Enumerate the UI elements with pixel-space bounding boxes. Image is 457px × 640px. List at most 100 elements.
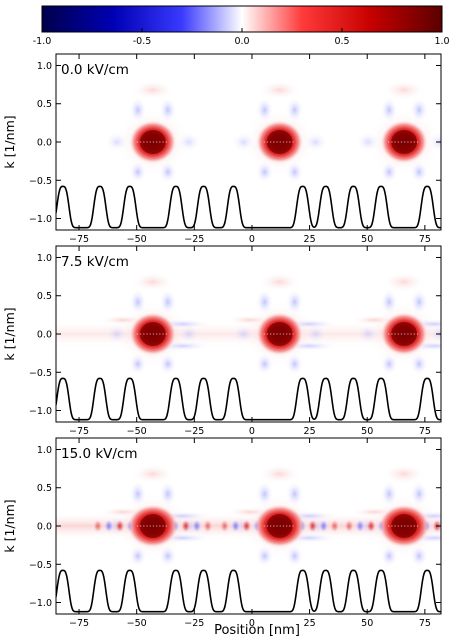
wigner-lobe [255, 97, 274, 123]
panel-field-label: 0.0 kV/cm [61, 62, 129, 78]
wigner-lobe [158, 481, 177, 507]
x-tick-label: 0 [249, 426, 255, 437]
y-tick-label: 0.5 [37, 99, 52, 110]
x-tick-label: −75 [69, 234, 89, 245]
panel-field-label: 15.0 kV/cm [61, 446, 138, 462]
y-tick-label: −1.0 [29, 406, 52, 417]
x-tick-label: 75 [419, 234, 431, 245]
colorbar: -1.0 -0.5 0.0 0.5 1.0 [33, 5, 450, 47]
potential-profile [56, 185, 441, 229]
wigner-lobe [255, 353, 274, 375]
wigner-spot [318, 519, 329, 533]
colorbar-tick-label: 1.0 [434, 36, 449, 47]
potential-profile [56, 377, 441, 421]
wigner-spot [307, 519, 318, 533]
wigner-lobe [104, 132, 129, 152]
panel-2: −75 −50 −25 0 25 50 75 −1.0 −0.5 0.0 0.5 1.0 7.5 kV/… [2, 245, 442, 437]
wigner-lobe [285, 481, 304, 507]
wigner-lobe [158, 353, 177, 375]
wigner-lobe [231, 324, 256, 344]
wigner-lobe [130, 272, 175, 292]
wigner-heatmap [56, 80, 441, 229]
wigner-lobe [285, 289, 304, 315]
wigner-spot [191, 519, 202, 533]
wigner-heatmap [56, 272, 441, 421]
wigner-lobe [130, 464, 175, 484]
wigner-lobe [285, 97, 304, 123]
wigner-lobe [380, 289, 399, 315]
wigner-lobe [428, 324, 441, 344]
wigner-lobe [380, 97, 399, 123]
wigner-lobe [176, 132, 201, 152]
wigner-lobe [285, 545, 304, 567]
wigner-lobe [255, 161, 274, 183]
y-axis-label: k [1/nm] [2, 307, 17, 360]
wigner-lobe [410, 545, 429, 567]
wigner-lobe [128, 353, 147, 375]
wigner-lobe [410, 353, 429, 375]
y-tick-label: −0.5 [29, 368, 52, 379]
x-tick-label: 50 [361, 618, 373, 629]
wigner-spot [103, 519, 114, 533]
colorbar-ticks: -1.0 -0.5 0.0 0.5 1.0 [33, 28, 450, 47]
x-tick-label: −50 [127, 618, 147, 629]
wigner-lobe [257, 80, 302, 100]
wigner-lobe [158, 97, 177, 123]
x-tick-label: −75 [69, 618, 89, 629]
x-tick-label: −25 [184, 618, 204, 629]
wigner-spot [219, 519, 230, 533]
wigner-lobe [158, 545, 177, 567]
y-tick-label: 0.5 [37, 291, 52, 302]
wigner-lobe [257, 272, 302, 292]
wigner-lobe [158, 289, 177, 315]
x-tick-label: 25 [304, 426, 316, 437]
wigner-lobe [231, 132, 256, 152]
y-tick-label: 1.0 [37, 61, 52, 72]
wigner-lobe [285, 161, 304, 183]
y-tick-label: 0.0 [37, 330, 52, 341]
wigner-lobe [382, 80, 427, 100]
y-tick-label: 1.0 [37, 445, 52, 456]
x-tick-label: 50 [361, 234, 373, 245]
x-tick-label: −50 [127, 234, 147, 245]
wigner-spot [114, 519, 125, 533]
wigner-spot [92, 519, 103, 533]
wigner-lobe [380, 353, 399, 375]
wigner-lobe [380, 161, 399, 183]
wigner-lobe [130, 80, 175, 100]
y-tick-label: 0.0 [37, 522, 52, 533]
x-tick-label: −50 [127, 426, 147, 437]
y-axis-label: k [1/nm] [2, 499, 17, 552]
wigner-spot [344, 519, 355, 533]
wigner-lobe [303, 132, 328, 152]
panel-3: −75 −50 −25 0 25 50 75 −1.0 −0.5 0.0 0.5 1.0 15.0 kV… [2, 437, 442, 629]
y-tick-label: −1.0 [29, 598, 52, 609]
x-tick-label: 0 [249, 234, 255, 245]
x-tick-label: 25 [304, 234, 316, 245]
wigner-lobe [428, 132, 441, 152]
wigner-spot [180, 519, 191, 533]
y-tick-label: 0.0 [37, 138, 52, 149]
colorbar-gradient [41, 5, 443, 33]
x-axis-label: Position [nm] [214, 623, 300, 638]
wigner-lobe [255, 289, 274, 315]
wigner-spot [355, 519, 366, 533]
x-tick-label: 75 [419, 618, 431, 629]
wigner-lobe [128, 97, 147, 123]
y-tick-label: 0.5 [37, 483, 52, 494]
colorbar-tick-label: 0.5 [334, 36, 349, 47]
heatmap-panels: −75 −50 −25 0 25 50 75 −1.0 −0.5 0.0 0.5 1.0 0.0 kV/… [2, 53, 442, 629]
wigner-lobe [380, 481, 399, 507]
wigner-lobe [257, 464, 302, 484]
panel-field-label: 7.5 kV/cm [61, 254, 129, 270]
wigner-spot [366, 519, 377, 533]
wigner-lobe [382, 464, 427, 484]
wigner-heatmap [56, 464, 441, 613]
wigner-lobe [158, 161, 177, 183]
x-tick-label: −25 [184, 426, 204, 437]
wigner-lobe [128, 481, 147, 507]
wigner-lobe [285, 353, 304, 375]
y-tick-label: −1.0 [29, 214, 52, 225]
y-tick-label: 1.0 [37, 253, 52, 264]
